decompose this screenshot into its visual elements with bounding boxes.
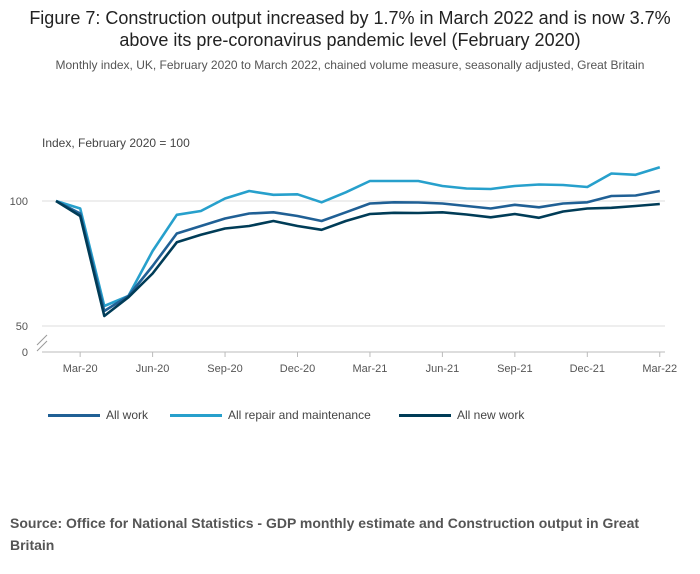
legend-label-all-new-work: All new work (457, 408, 525, 422)
x-tick-label-Jun-21: Jun-21 (426, 363, 460, 375)
x-tick-label-Mar-21: Mar-21 (353, 363, 388, 375)
x-tick-label-Sep-21: Sep-21 (497, 363, 532, 375)
x-tick-label-Mar-20: Mar-20 (63, 363, 98, 375)
chart-title: Figure 7: Construction output increased … (29, 8, 671, 50)
series-line-all-work (55, 189, 661, 313)
legend-swatch-all-new-work (399, 414, 451, 418)
y-axis-label: Index, February 2020 = 100 (42, 136, 190, 150)
x-tick-label-Dec-20: Dec-20 (280, 363, 315, 375)
y-tick-label-50: 50 (16, 321, 28, 333)
y-tick-label-100: 100 (10, 196, 28, 208)
legend-item-all-new-work[interactable]: All new work (399, 408, 524, 422)
source-note: Source: Office for National Statistics -… (10, 515, 640, 553)
legend-item-repair-maintenance[interactable]: All repair and maintenance (170, 408, 371, 422)
series-line-all-new-work (55, 199, 660, 318)
legend-label-repair-maintenance: All repair and maintenance (228, 408, 371, 422)
axis-break-mark-1 (36, 334, 48, 346)
legend-item-all-work[interactable]: All work (48, 408, 148, 422)
legend-swatch-repair-maintenance (170, 414, 222, 418)
axis-break-mark-2 (36, 340, 48, 352)
x-tick-label-Dec-21: Dec-21 (570, 363, 605, 375)
x-tick-label-Sep-20: Sep-20 (207, 363, 242, 375)
x-tick-label-Jun-20: Jun-20 (136, 363, 170, 375)
legend-swatch-all-work (48, 414, 100, 418)
y-tick-label-0: 0 (22, 347, 28, 359)
x-tick-label-Mar-22: Mar-22 (642, 363, 677, 375)
legend-label-all-work: All work (106, 408, 149, 422)
series-line-all-repair-and-maintenance (55, 166, 661, 308)
chart-subtitle: Monthly index, UK, February 2020 to Marc… (55, 58, 645, 72)
